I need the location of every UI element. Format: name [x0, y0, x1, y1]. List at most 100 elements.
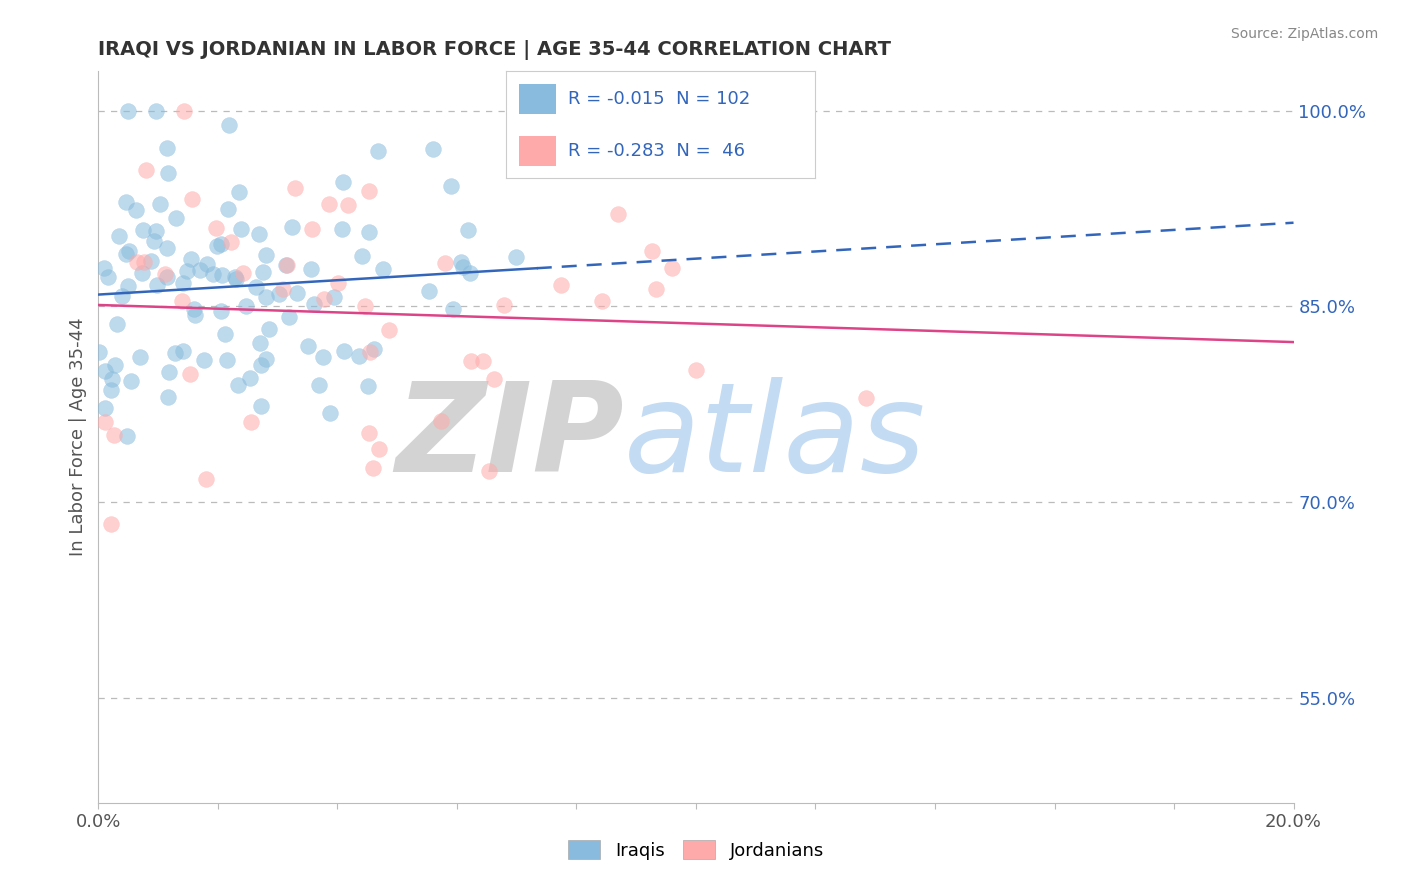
Point	[239, 370, 262, 384]
Point	[156, 241, 179, 255]
Point	[170, 293, 193, 308]
Point	[183, 302, 205, 317]
Point	[256, 351, 278, 366]
Point	[332, 344, 354, 359]
Bar	[519, 136, 555, 166]
Point	[453, 260, 475, 274]
Point	[361, 460, 384, 475]
Point	[276, 258, 298, 272]
Point	[219, 235, 242, 250]
Point	[93, 260, 115, 275]
Point	[363, 342, 385, 356]
Point	[330, 222, 353, 236]
Point	[114, 195, 136, 210]
Point	[299, 261, 322, 276]
Point	[157, 390, 180, 404]
Point	[441, 302, 464, 317]
Point	[100, 383, 122, 397]
Point	[332, 175, 354, 189]
Point	[165, 211, 187, 225]
Point	[418, 285, 440, 299]
Text: atlas: atlas	[624, 376, 927, 498]
Point	[149, 197, 172, 211]
Point	[157, 365, 180, 379]
Point	[252, 265, 274, 279]
Point	[172, 276, 194, 290]
Point	[207, 239, 229, 253]
Point	[371, 262, 394, 277]
Point	[472, 353, 495, 368]
Point	[105, 317, 128, 331]
Point	[117, 278, 139, 293]
Point	[224, 270, 246, 285]
Point	[337, 198, 360, 212]
Point	[357, 184, 380, 198]
Point	[217, 352, 239, 367]
Point	[591, 293, 613, 308]
Point	[211, 268, 233, 282]
Point	[240, 415, 263, 429]
Point	[285, 286, 308, 301]
Point	[94, 401, 117, 415]
Point	[250, 358, 273, 372]
Point	[284, 180, 307, 194]
Point	[173, 103, 195, 118]
Point	[550, 277, 572, 292]
Text: Source: ZipAtlas.com: Source: ZipAtlas.com	[1230, 27, 1378, 41]
Point	[641, 244, 664, 258]
Point	[607, 207, 630, 221]
Point	[350, 249, 373, 263]
Point	[129, 351, 152, 365]
Point	[188, 262, 211, 277]
Point	[217, 202, 239, 216]
Point	[155, 267, 177, 281]
Y-axis label: In Labor Force | Age 35-44: In Labor Force | Age 35-44	[69, 318, 87, 557]
Point	[357, 379, 380, 393]
Point	[132, 254, 155, 268]
Point	[326, 277, 349, 291]
Point	[193, 353, 215, 368]
Point	[180, 252, 202, 267]
Point	[94, 415, 117, 429]
Point	[235, 299, 257, 313]
Bar	[519, 84, 555, 114]
Point	[367, 442, 389, 456]
Point	[440, 179, 463, 194]
Point	[254, 247, 277, 261]
Point	[314, 292, 336, 306]
Point	[103, 428, 125, 442]
Point	[359, 345, 381, 359]
Point	[120, 374, 142, 388]
Point	[143, 234, 166, 248]
Point	[318, 406, 340, 420]
Point	[172, 344, 194, 359]
Point	[214, 326, 236, 341]
Point	[117, 103, 139, 118]
Point	[247, 227, 270, 242]
Point	[458, 266, 481, 280]
Point	[176, 264, 198, 278]
Point	[141, 254, 163, 268]
Point	[492, 298, 515, 312]
Point	[124, 203, 146, 218]
Point	[304, 297, 326, 311]
Point	[278, 310, 301, 325]
Point	[195, 257, 218, 271]
Point	[111, 289, 134, 303]
Point	[209, 304, 232, 318]
Point	[357, 425, 380, 440]
Point	[209, 236, 232, 251]
Point	[478, 464, 501, 478]
Point	[232, 266, 254, 280]
Point	[104, 358, 127, 372]
Point	[505, 250, 527, 264]
Point	[115, 247, 138, 261]
Point	[256, 290, 278, 304]
Point	[97, 270, 120, 285]
Point	[101, 372, 124, 386]
Point	[257, 322, 280, 336]
Point	[685, 363, 707, 377]
Point	[117, 428, 139, 442]
Point	[94, 363, 117, 377]
Text: R = -0.015  N = 102: R = -0.015 N = 102	[568, 90, 751, 108]
